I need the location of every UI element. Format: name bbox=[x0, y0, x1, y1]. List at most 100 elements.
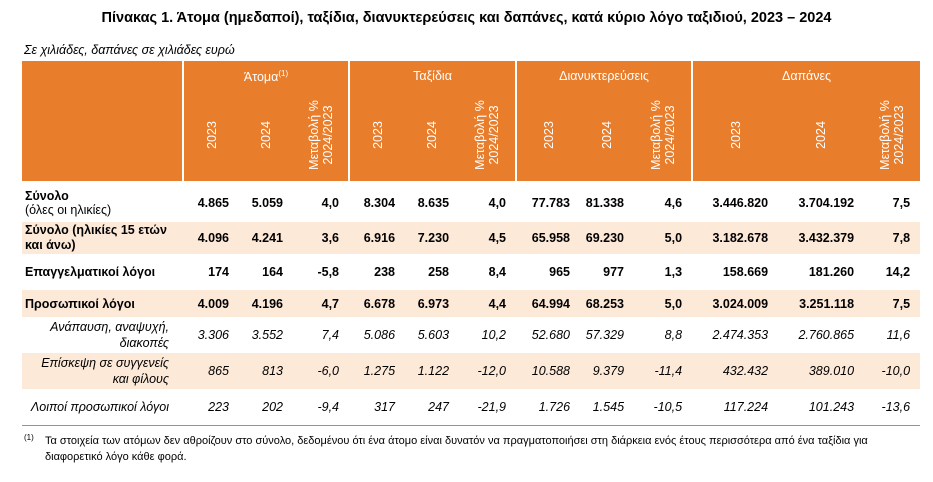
header-corner bbox=[22, 61, 183, 89]
row-label: Λοιποί προσωπικοί λόγοι bbox=[30, 400, 169, 414]
table-cell: 8.304 bbox=[363, 196, 396, 210]
col-change: Μεταβολή % 2024/2023 bbox=[864, 89, 921, 181]
table-cell: 65.958 bbox=[516, 222, 581, 254]
table-cell: 3.432.379 bbox=[778, 222, 865, 254]
table-row: Λοιποί προσωπικοί λόγοι 223 202 -9,4 317 247… bbox=[22, 389, 920, 426]
table-cell: 14,2 bbox=[885, 265, 911, 279]
table-cell: 238 bbox=[374, 265, 396, 279]
table-cell: 68.253 bbox=[580, 290, 635, 317]
col-2024: 2024 bbox=[778, 89, 865, 181]
table-row: Επαγγελματικοί λόγοι 174 164 -5,8 238 258 8,4… bbox=[22, 257, 920, 287]
row-label: Ανάπαυση, αναψυχή, διακοπές bbox=[50, 320, 169, 350]
table-cell: 977 bbox=[603, 265, 625, 279]
col-change: Μεταβολή % 2024/2023 bbox=[634, 89, 693, 181]
col-2023: 2023 bbox=[348, 89, 406, 181]
col-2024: 2024 bbox=[580, 89, 635, 181]
table-cell: 3.251.118 bbox=[778, 290, 865, 317]
table-cell: 4,0 bbox=[321, 196, 340, 210]
group-header-nights: Διανυκτερεύσεις bbox=[515, 61, 693, 89]
table-cell: 181.260 bbox=[808, 265, 855, 279]
table-cell: 5,0 bbox=[634, 290, 693, 317]
table-cell: -21,9 bbox=[477, 400, 507, 414]
table-cell: 1,3 bbox=[664, 265, 683, 279]
table-cell: -11,4 bbox=[634, 353, 693, 389]
table-cell: 1.545 bbox=[592, 400, 625, 414]
row-label: Σύνολο (όλες οι ηλικίες) bbox=[25, 189, 112, 217]
col-2023: 2023 bbox=[691, 89, 779, 181]
table-row: Ανάπαυση, αναψυχή, διακοπές 3.306 3.552 7,… bbox=[22, 317, 920, 353]
footnote: (1) Τα στοιχεία των ατόμων δεν αθροίζουν… bbox=[24, 433, 919, 465]
table-cell: 4,7 bbox=[293, 290, 350, 317]
table-cell: 52.680 bbox=[531, 328, 571, 342]
table-cell: 117.224 bbox=[723, 400, 769, 414]
table-cell: 3,6 bbox=[293, 222, 350, 254]
table-cell: 158.669 bbox=[722, 265, 769, 279]
table-cell: 1.726 bbox=[538, 400, 571, 414]
footnote-mark: (1) bbox=[24, 433, 34, 442]
table-cell: 1.122 bbox=[405, 353, 460, 389]
table-cell: 174 bbox=[208, 265, 229, 279]
table-cell: 7,5 bbox=[864, 290, 921, 317]
table-cell: 64.994 bbox=[516, 290, 581, 317]
table-cell: 6.678 bbox=[349, 290, 406, 317]
table-cell: 7.230 bbox=[405, 222, 460, 254]
table-cell: 11,6 bbox=[886, 328, 911, 342]
table-cell: 202 bbox=[262, 400, 283, 414]
col-2023: 2023 bbox=[182, 89, 239, 181]
table-cell: 3.182.678 bbox=[692, 222, 779, 254]
table-cell: 8,4 bbox=[488, 265, 507, 279]
table-cell: -10,0 bbox=[864, 353, 921, 389]
table-cell: 8.635 bbox=[417, 196, 450, 210]
table-cell: 4.241 bbox=[239, 222, 293, 254]
table-row: Προσωπικοί λόγοι 4.009 4.196 4,7 6.678 6.973… bbox=[22, 290, 921, 317]
col-change: Μεταβολή % 2024/2023 bbox=[459, 89, 517, 181]
table-cell: 4,0 bbox=[488, 196, 507, 210]
table-cell: 223 bbox=[208, 400, 229, 414]
table-cell: 10.588 bbox=[516, 353, 581, 389]
table-cell: 432.432 bbox=[692, 353, 779, 389]
table-cell: -12,0 bbox=[459, 353, 517, 389]
data-table: Άτομα(1) Ταξίδια Διανυκτερεύσεις Δαπάνες… bbox=[22, 61, 921, 426]
table-cell: 3.552 bbox=[251, 328, 283, 342]
table-cell: 389.010 bbox=[778, 353, 865, 389]
table-cell: -10,5 bbox=[653, 400, 683, 414]
table-cell: 3.704.192 bbox=[798, 196, 855, 210]
table-cell: 1.275 bbox=[349, 353, 406, 389]
table-cell: 164 bbox=[262, 265, 283, 279]
table-cell: 258 bbox=[428, 265, 450, 279]
table-cell: 3.024.009 bbox=[692, 290, 779, 317]
table-cell: 3.306 bbox=[197, 328, 229, 342]
table-cell: 247 bbox=[428, 400, 450, 414]
table-cell: 317 bbox=[374, 400, 396, 414]
table-cell: -5,8 bbox=[317, 265, 340, 279]
table-cell: 4,6 bbox=[664, 196, 683, 210]
table-cell: 4,5 bbox=[459, 222, 517, 254]
table-cell: 77.783 bbox=[531, 196, 571, 210]
table-cell: 4.096 bbox=[183, 222, 239, 254]
table-cell: 4.196 bbox=[239, 290, 293, 317]
col-2023: 2023 bbox=[515, 89, 581, 181]
table-cell: 7,8 bbox=[864, 222, 921, 254]
table-cell: 4,4 bbox=[459, 290, 517, 317]
table-cell: 7,4 bbox=[321, 328, 340, 342]
table-cell: 3.446.820 bbox=[712, 196, 769, 210]
table-cell: 101.243 bbox=[808, 400, 855, 414]
table-row: Σύνολο (όλες οι ηλικίες) 4.865 5.059 4,0 8.3… bbox=[22, 184, 920, 222]
row-label: Προσωπικοί λόγοι bbox=[22, 290, 183, 317]
group-header-trips: Ταξίδια bbox=[348, 61, 517, 89]
table-cell: -6,0 bbox=[293, 353, 350, 389]
table-cell: 69.230 bbox=[580, 222, 635, 254]
col-change: Μεταβολή % 2024/2023 bbox=[293, 89, 350, 181]
table-cell: 57.329 bbox=[585, 328, 625, 342]
table-cell: -13,6 bbox=[881, 400, 911, 414]
table-title: Πίνακας 1. Άτομα (ημεδαποί), ταξίδια, δι… bbox=[101, 10, 832, 26]
col-2024: 2024 bbox=[405, 89, 460, 181]
row-label: Επίσκεψη σε συγγενείς και φίλους bbox=[22, 353, 183, 389]
table-cell: 2.474.353 bbox=[712, 328, 769, 342]
table-row: Σύνολο (ηλικίες 15 ετών και άνω) 4.096 4.… bbox=[22, 222, 921, 254]
header-group-row: Άτομα(1) Ταξίδια Διανυκτερεύσεις Δαπάνες bbox=[22, 61, 921, 89]
table-cell: -9,4 bbox=[317, 400, 340, 414]
table-cell: 813 bbox=[239, 353, 293, 389]
header-year-row: 2023 2024 Μεταβολή % 2024/2023 2023 2024 … bbox=[22, 89, 921, 181]
table-subtitle: Σε χιλιάδες, δαπάνες σε χιλιάδες ευρώ bbox=[24, 43, 235, 57]
